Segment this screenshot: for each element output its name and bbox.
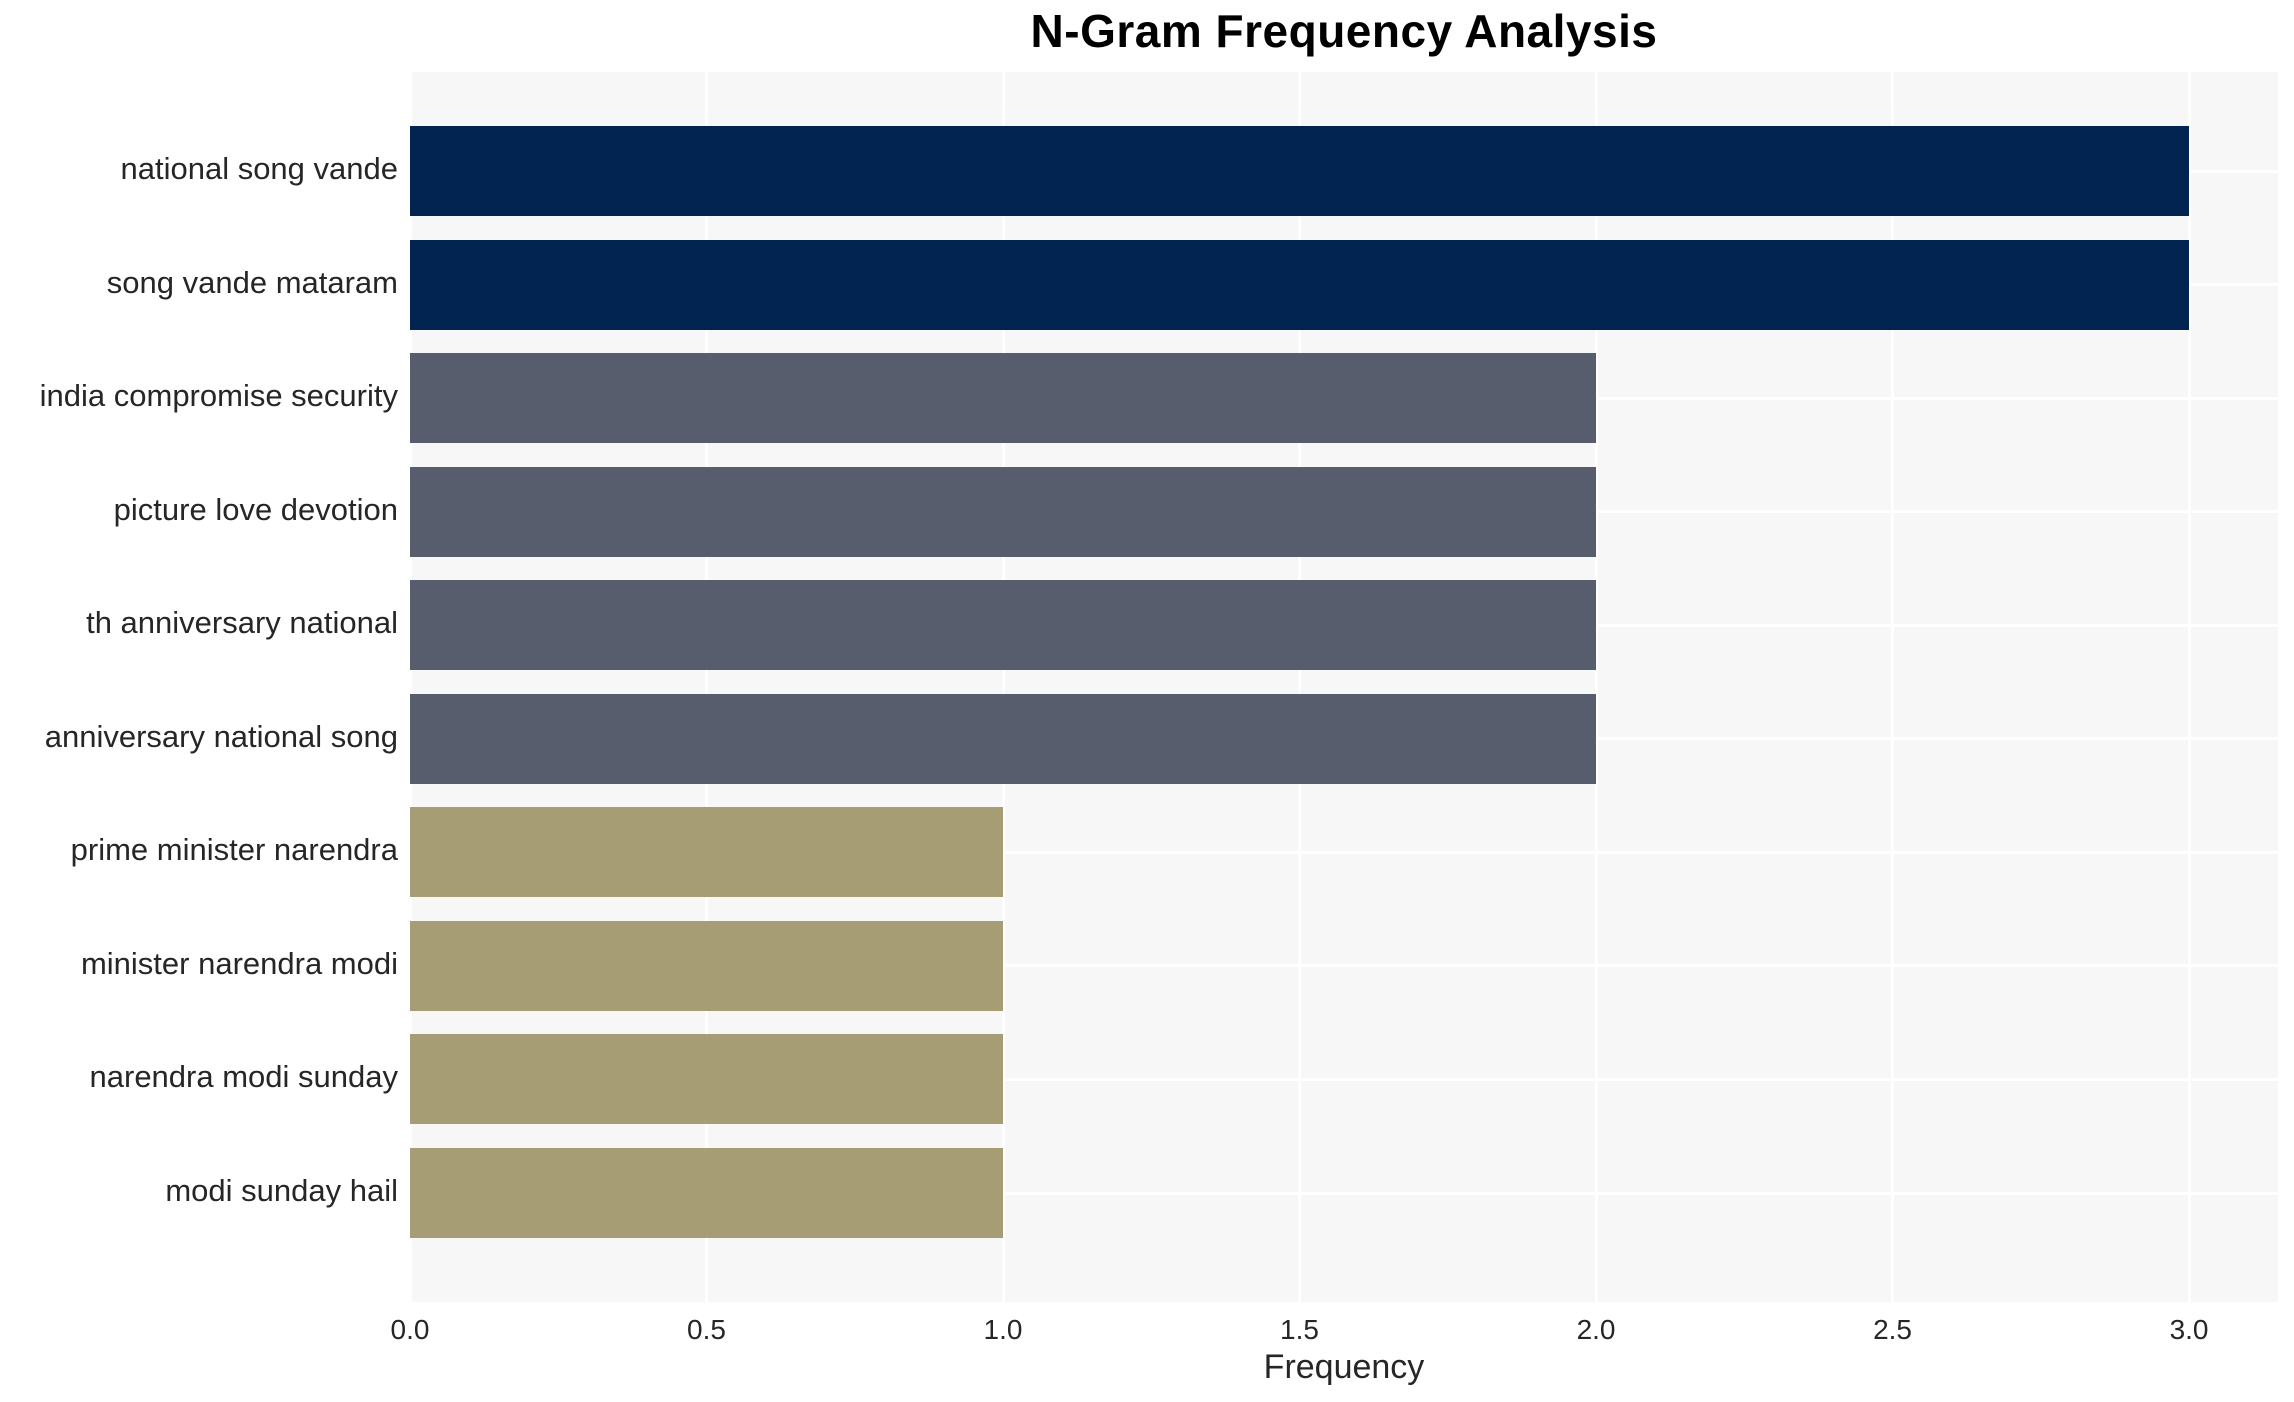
y-tick-label: narendra modi sunday — [89, 1059, 398, 1095]
gridline-vertical — [705, 72, 708, 1302]
gridline-vertical — [408, 72, 412, 1302]
y-tick-label: minister narendra modi — [80, 945, 398, 981]
y-tick-label: th anniversary national — [86, 605, 398, 641]
x-axis-title: Frequency — [1263, 1348, 1425, 1386]
gridline-vertical — [1298, 72, 1302, 1302]
x-tick-label: 1.0 — [983, 1314, 1023, 1345]
gridline-vertical — [1891, 72, 1895, 1302]
bar — [410, 239, 2190, 330]
gridline-vertical — [1001, 72, 1005, 1302]
bar — [410, 353, 1597, 444]
y-tick-label: modi sunday hail — [165, 1173, 398, 1209]
y-tick-label: anniversary national song — [44, 718, 398, 754]
x-tick-label: 0.0 — [390, 1314, 430, 1345]
bar — [410, 580, 1597, 671]
gridline-horizontal — [410, 850, 2278, 854]
y-tick-label: picture love devotion — [113, 491, 398, 527]
gridline-horizontal — [410, 1077, 2278, 1081]
bar — [410, 466, 1597, 557]
bar — [410, 1034, 1004, 1125]
y-tick-label: song vande mataram — [106, 264, 398, 300]
y-tick-label: national song vande — [120, 151, 398, 186]
bar — [410, 126, 2190, 216]
bar — [410, 807, 1004, 898]
y-tick-label: prime minister narendra — [70, 832, 398, 868]
gridline-vertical — [1594, 72, 1598, 1302]
x-tick-label: 0.5 — [687, 1314, 726, 1345]
chart-title: N-Gram Frequency Analysis — [1030, 5, 1658, 57]
gridline-horizontal — [410, 964, 2278, 968]
bar — [410, 1148, 1004, 1239]
gridline-horizontal — [410, 1191, 2278, 1195]
x-tick-label: 1.5 — [1280, 1314, 1319, 1345]
y-axis-labels: national song vande song vande mataram ind… — [0, 0, 398, 1402]
x-tick-label: 3.0 — [2169, 1314, 2209, 1345]
bar — [410, 920, 1004, 1011]
bar — [410, 693, 1597, 784]
plot-area — [408, 72, 2278, 1302]
x-tick-label: 2.0 — [1576, 1314, 1616, 1345]
gridline-vertical — [2187, 72, 2191, 1302]
x-tick-label: 2.5 — [1873, 1314, 1912, 1345]
y-tick-label: india compromise security — [39, 378, 398, 414]
